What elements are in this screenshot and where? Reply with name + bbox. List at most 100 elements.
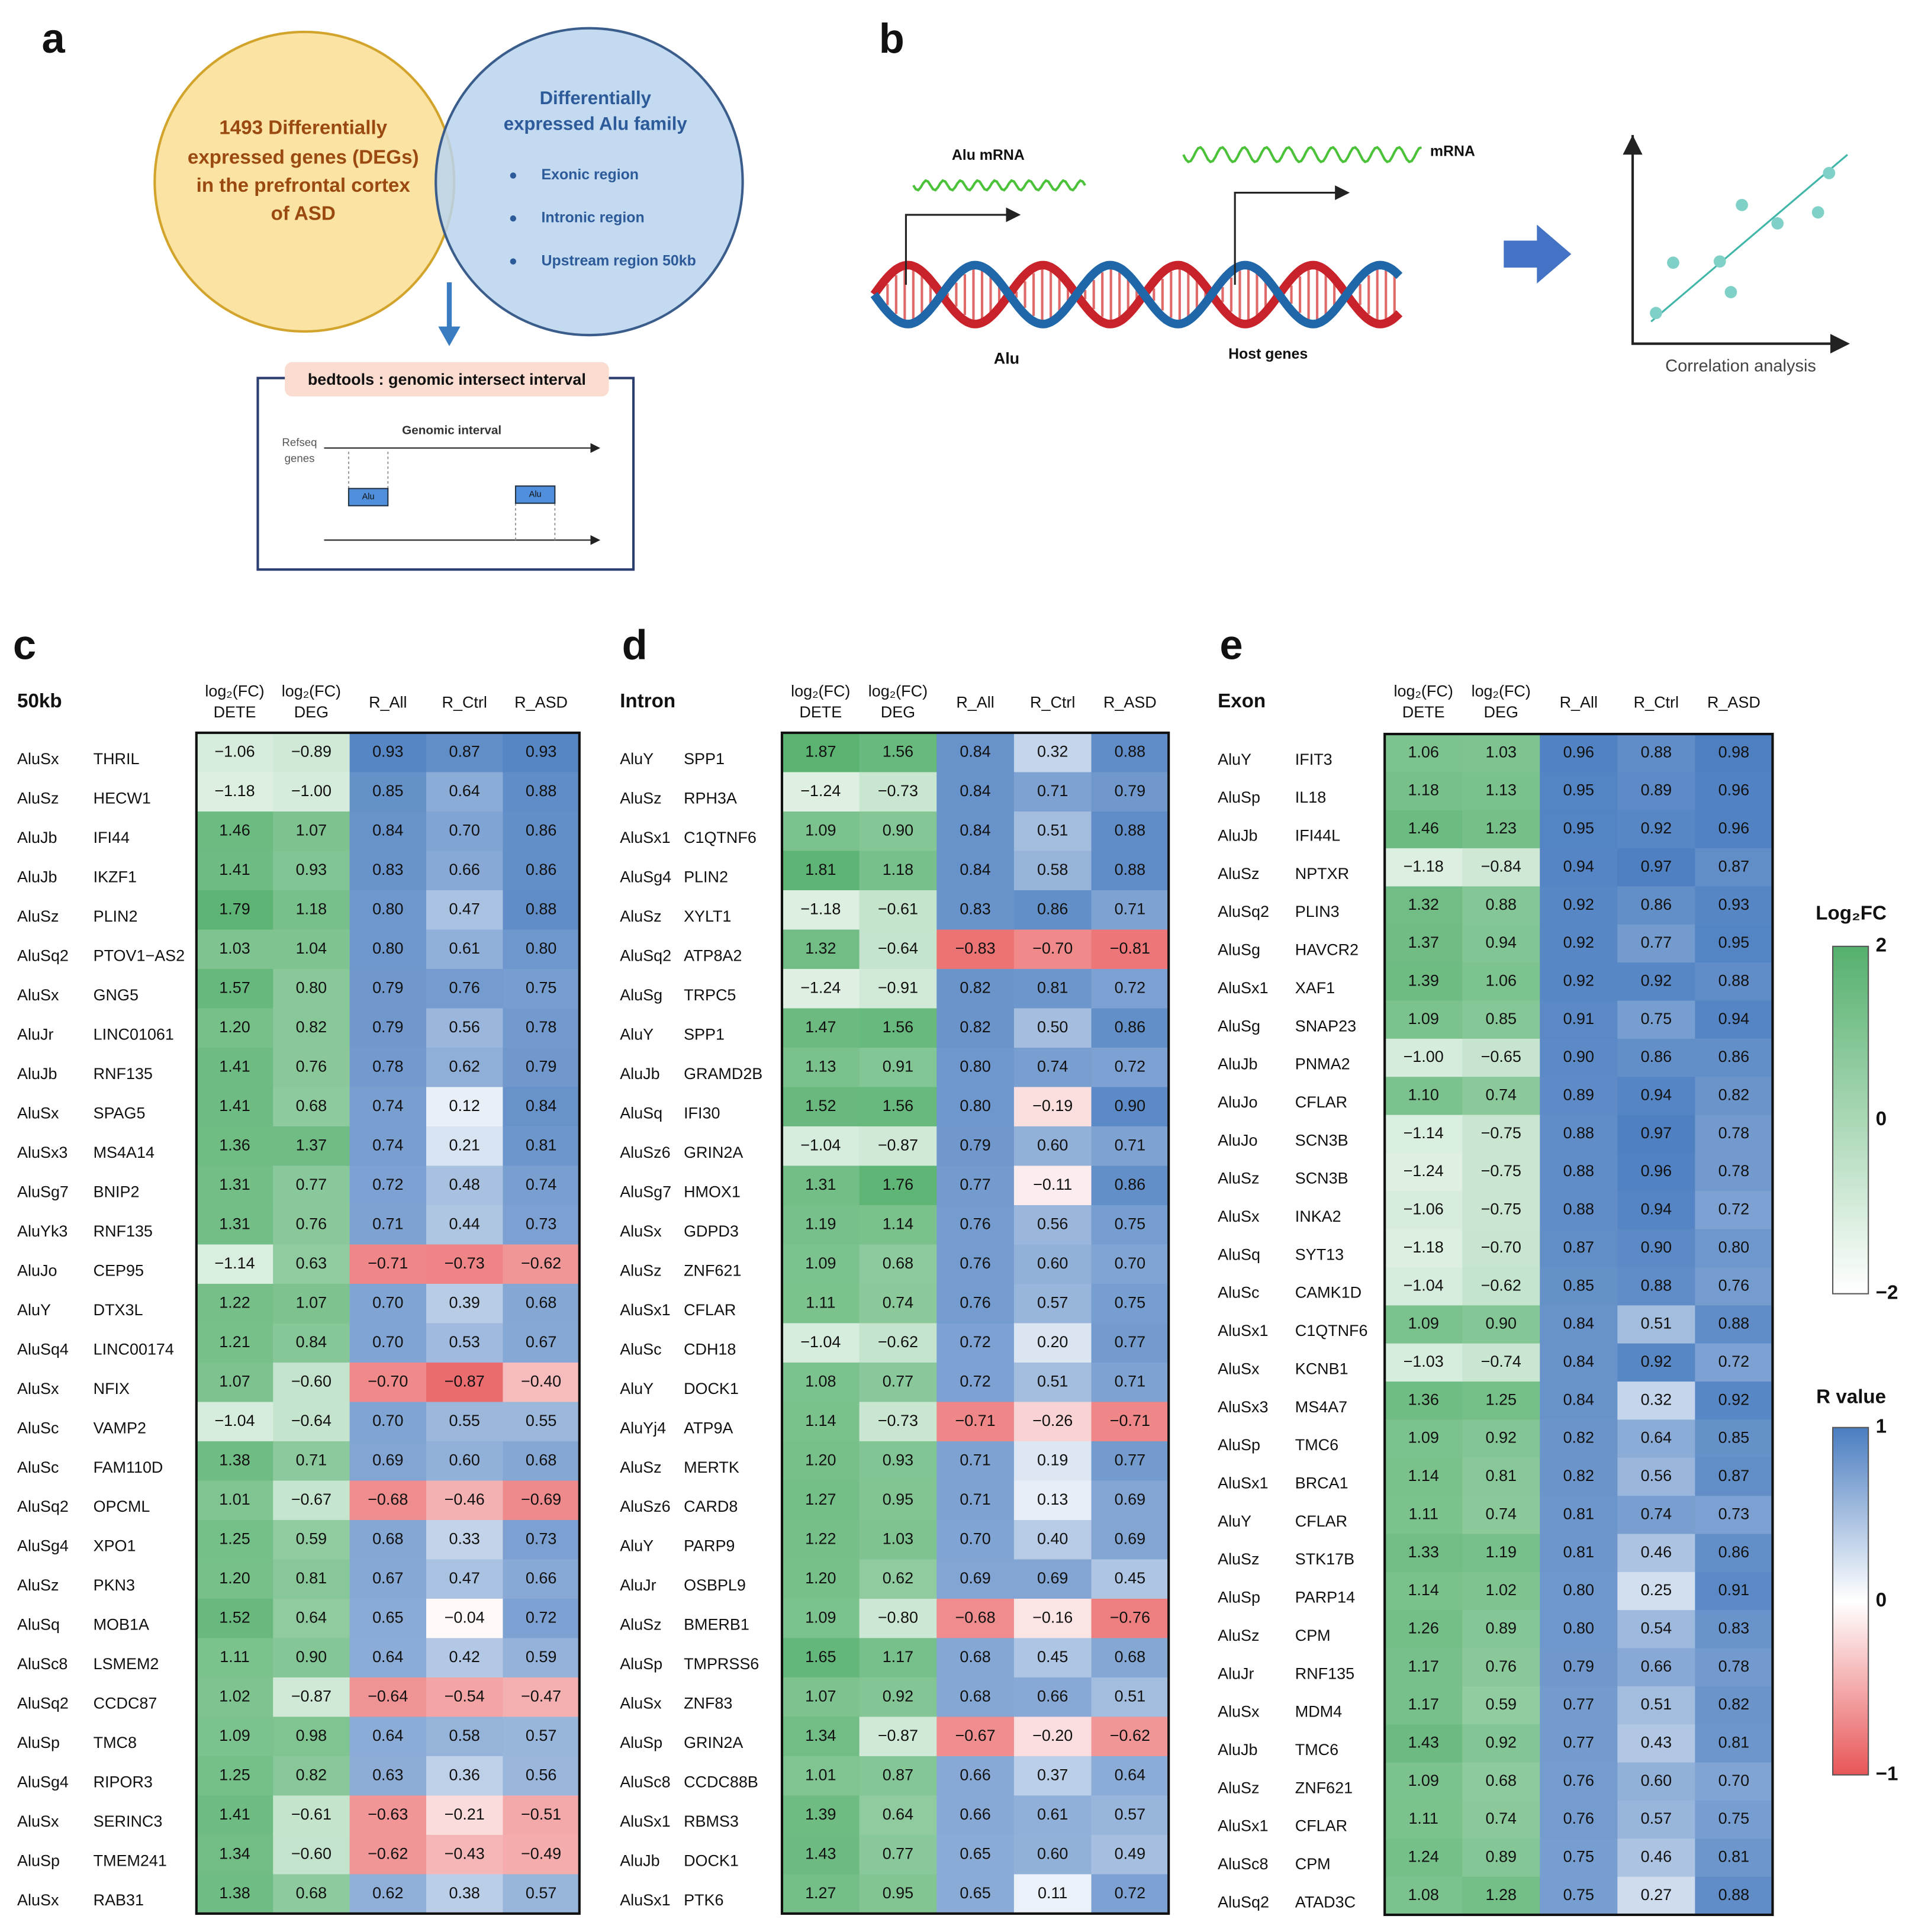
heat-cell (1385, 1534, 1463, 1573)
alu-name: AluSx (620, 1222, 662, 1240)
cell-value: 0.62 (372, 1884, 403, 1902)
heat-cell (1013, 811, 1092, 852)
column-header: DEG (294, 703, 329, 721)
heat-cell (1695, 962, 1774, 1002)
heat-cell (1695, 1876, 1774, 1916)
gene-name: CARD8 (684, 1498, 738, 1515)
heat-cell (273, 1283, 350, 1324)
heat-cell (1013, 1244, 1092, 1284)
heat-cell (1617, 1572, 1696, 1611)
heat-cell (426, 1244, 504, 1284)
cell-value: 0.57 (1037, 1293, 1068, 1311)
heat-cell (1617, 1229, 1696, 1268)
heat-cell (349, 890, 427, 930)
cell-value: 0.86 (526, 861, 556, 878)
cell-value: −0.71 (368, 1254, 408, 1272)
gene-name: BNIP2 (94, 1183, 140, 1200)
alu-name: AluJb (17, 868, 57, 886)
heat-cell (1617, 1457, 1696, 1497)
heat-cell (936, 1598, 1015, 1639)
gene-name: GRIN2A (684, 1734, 743, 1751)
alu-name: AluSq2 (1218, 903, 1269, 920)
cell-value: 0.85 (1563, 1276, 1594, 1294)
cell-value: 0.88 (1115, 821, 1145, 839)
cell-value: −0.62 (1481, 1276, 1521, 1294)
heat-cell (1540, 1534, 1618, 1573)
heat-cell (1462, 848, 1541, 887)
heat-cell (936, 1047, 1015, 1088)
heat-cell (1091, 1126, 1170, 1167)
heat-cell (1540, 1800, 1618, 1840)
alu-name: AluSc (1218, 1284, 1259, 1302)
cell-value: 0.92 (1641, 1353, 1672, 1370)
heat-cell (196, 1559, 274, 1599)
heat-cell (1695, 1115, 1774, 1154)
cell-value: 0.92 (1718, 1390, 1749, 1408)
heat-cell (1013, 1441, 1092, 1482)
cell-value: 0.72 (372, 1176, 403, 1193)
cell-value: 0.87 (1718, 857, 1749, 875)
heat-cell (1695, 1724, 1774, 1763)
cell-value: −0.75 (1481, 1124, 1521, 1142)
heat-cell (1695, 1343, 1774, 1383)
cell-value: 0.62 (883, 1569, 913, 1587)
heat-cell (859, 1598, 938, 1639)
gene-name: SPP1 (684, 750, 725, 768)
heat-cell (273, 772, 350, 813)
cell-value: 0.74 (526, 1176, 556, 1193)
heat-cell (781, 772, 860, 813)
cell-value: −0.04 (445, 1608, 485, 1626)
heat-cell (781, 1638, 860, 1678)
column-header: R_Ctrl (1030, 693, 1075, 711)
cell-value: 0.92 (1563, 971, 1594, 989)
alu-name: AluSz (620, 1458, 661, 1476)
heat-cell (349, 1795, 427, 1836)
heat-cell (503, 1756, 580, 1796)
gene-name: ZNF621 (684, 1261, 741, 1279)
cell-value: 1.43 (1408, 1734, 1438, 1751)
heat-cell (781, 1519, 860, 1560)
gene-name: CCDC88B (684, 1773, 758, 1791)
heat-cell (349, 732, 427, 773)
cell-value: 0.91 (1718, 1581, 1749, 1599)
cell-value: 0.80 (1718, 1238, 1749, 1256)
heat-cell (426, 1047, 504, 1088)
alu-name: AluSp (17, 1852, 60, 1870)
cell-value: −0.68 (955, 1608, 995, 1626)
heat-cell (426, 1008, 504, 1049)
cell-value: 0.63 (296, 1254, 327, 1272)
cell-value: 0.85 (1718, 1429, 1749, 1447)
gene-name: BMERB1 (684, 1616, 749, 1634)
column-header: R_All (956, 693, 994, 711)
cell-value: 0.58 (1037, 861, 1068, 878)
alu-name: AluSc (17, 1419, 59, 1437)
heat-cell (273, 1165, 350, 1206)
cell-value: 0.60 (1641, 1772, 1672, 1789)
cell-value: 0.77 (960, 1176, 990, 1193)
heat-cell (1462, 1191, 1541, 1230)
cell-value: 1.21 (219, 1333, 250, 1351)
legend-bar (1832, 1427, 1869, 1776)
heat-cell (859, 1362, 938, 1403)
cell-value: 0.87 (449, 742, 479, 760)
cell-value: 0.84 (960, 742, 990, 760)
column-header: R_Ctrl (1634, 693, 1679, 711)
cell-value: 1.31 (219, 1176, 250, 1193)
cell-value: 1.41 (219, 861, 250, 878)
alu-name: AluSq (1218, 1245, 1260, 1263)
heat-cell (1091, 1441, 1170, 1482)
cell-value: 0.81 (1486, 1467, 1517, 1485)
heat-cell (1462, 1305, 1541, 1344)
heat-cell (1540, 810, 1618, 849)
cell-value: 0.78 (1718, 1124, 1749, 1142)
cell-value: 1.37 (1408, 933, 1438, 951)
heat-cell (1091, 1323, 1170, 1363)
heat-cell (1013, 1677, 1092, 1718)
alu-name: AluSp (620, 1655, 662, 1673)
cell-value: 0.77 (296, 1176, 327, 1193)
heat-cell (781, 1795, 860, 1836)
cell-value: −1.04 (1404, 1276, 1444, 1294)
heat-cell (1540, 924, 1618, 964)
heat-cell (503, 1008, 580, 1049)
